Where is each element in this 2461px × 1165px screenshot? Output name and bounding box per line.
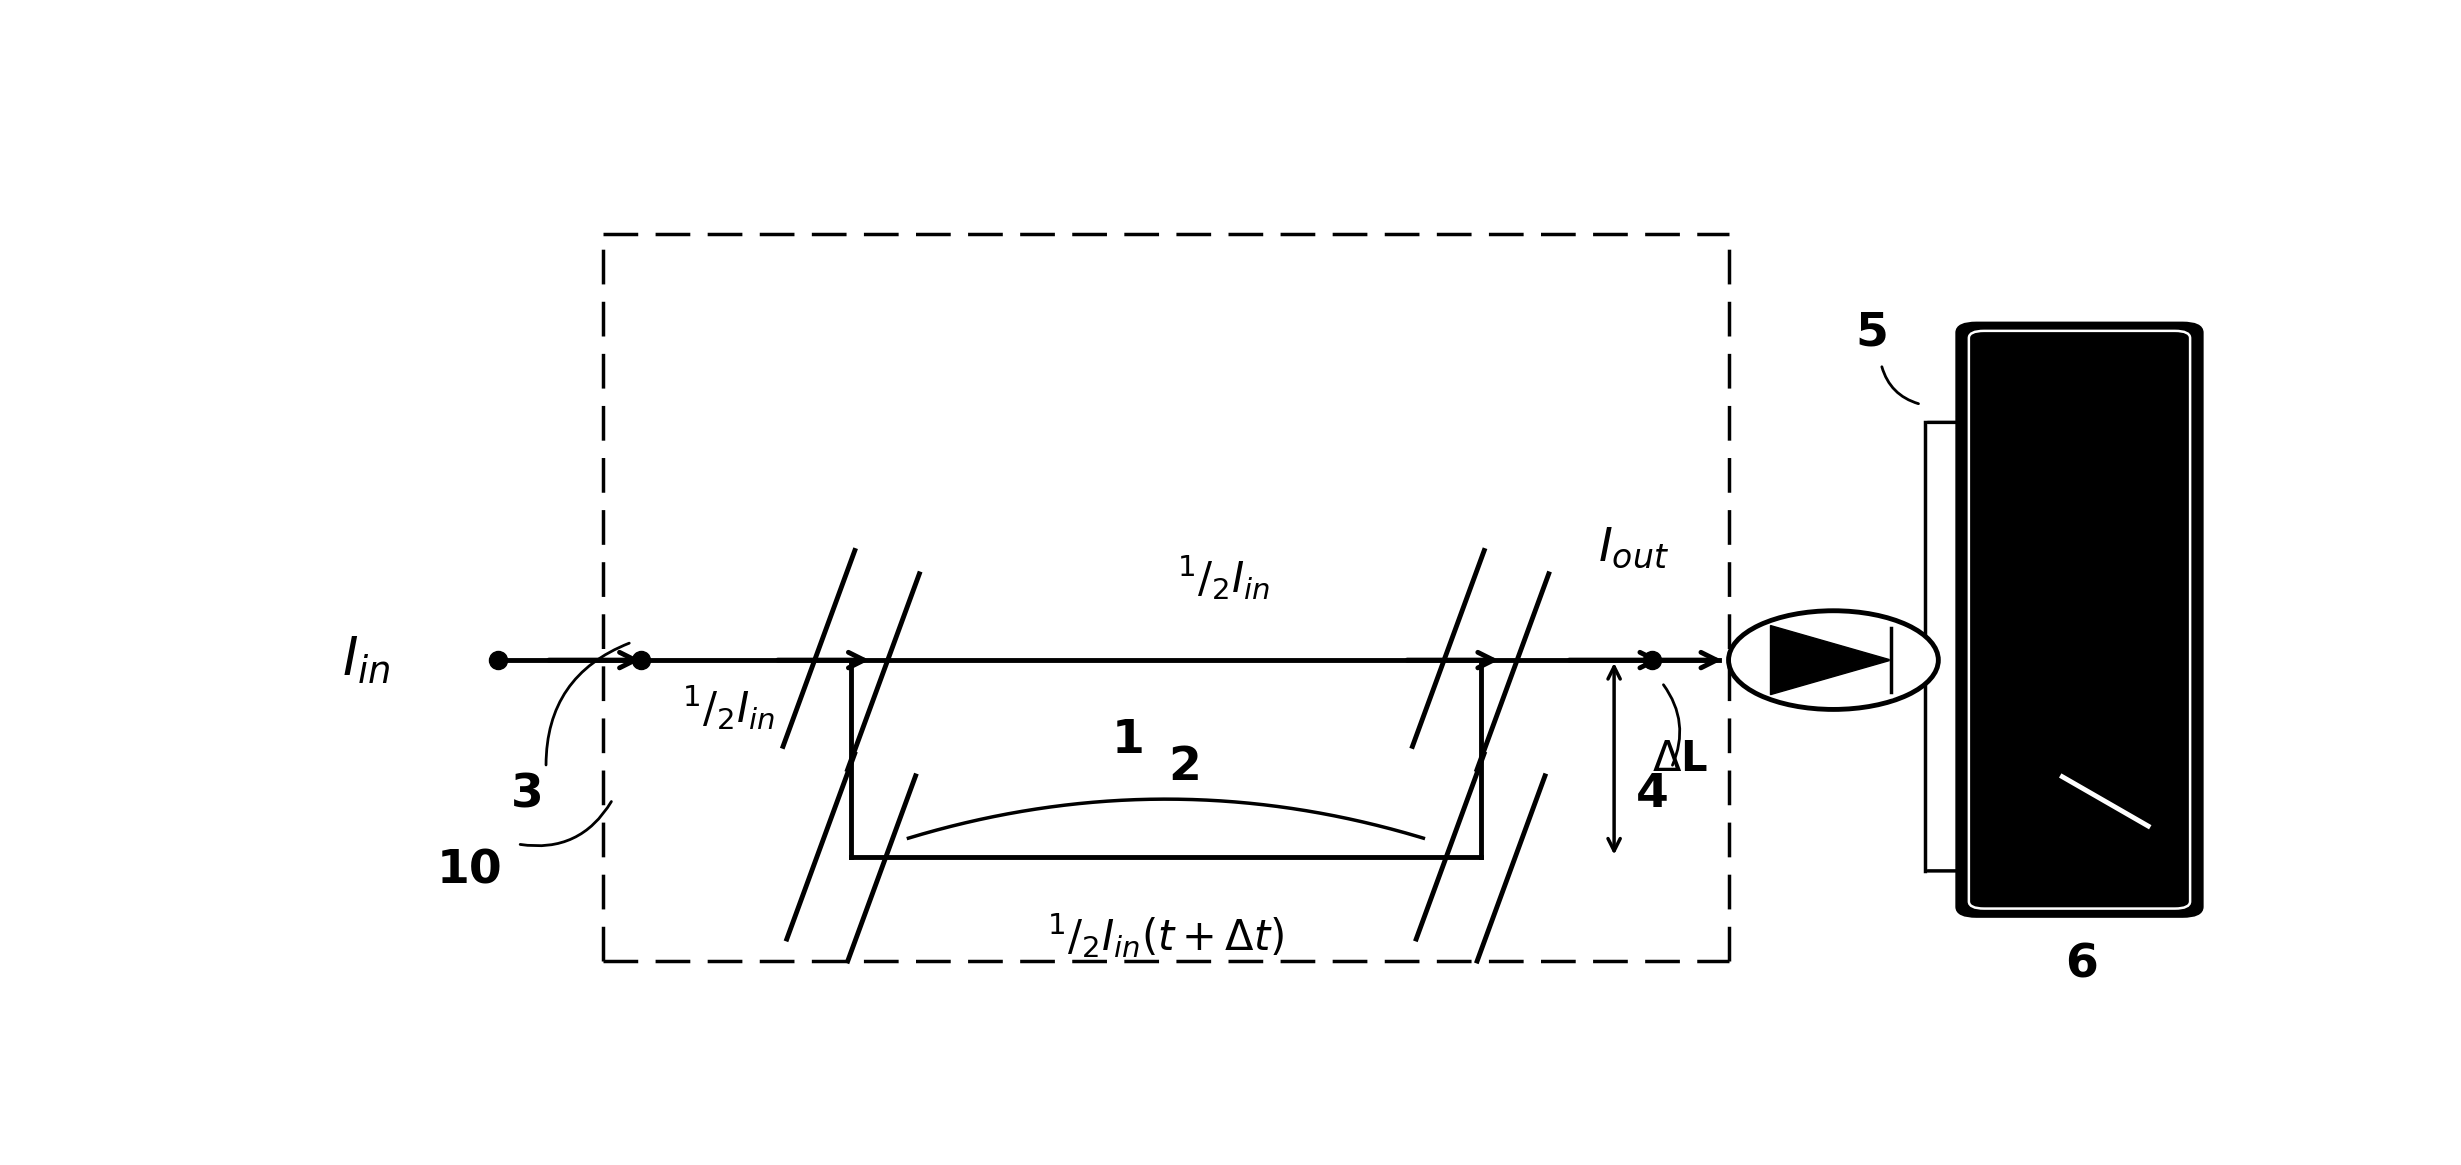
Text: $^{1}/_{2}I_{in}$: $^{1}/_{2}I_{in}$ — [682, 683, 775, 732]
Text: 2: 2 — [1169, 746, 1201, 790]
Circle shape — [1728, 610, 1939, 709]
Text: $I_{out}$: $I_{out}$ — [1597, 525, 1669, 571]
Text: 3: 3 — [509, 772, 544, 817]
Text: 6: 6 — [2065, 942, 2097, 988]
Text: $I_{in}$: $I_{in}$ — [342, 634, 391, 686]
Text: 5: 5 — [1856, 310, 1888, 355]
Text: $^{1}/_{2}I_{in}$: $^{1}/_{2}I_{in}$ — [1176, 553, 1270, 602]
Text: $\Delta$L: $\Delta$L — [1651, 737, 1708, 779]
Text: $^{1}/_{2}I_{in}(t+\Delta t)$: $^{1}/_{2}I_{in}(t+\Delta t)$ — [1048, 911, 1285, 960]
Text: 1: 1 — [1112, 719, 1144, 763]
FancyBboxPatch shape — [1969, 331, 2190, 909]
Text: 10: 10 — [438, 848, 502, 894]
FancyBboxPatch shape — [1956, 324, 2203, 916]
Text: 4: 4 — [1637, 772, 1669, 817]
Polygon shape — [1769, 626, 1890, 694]
